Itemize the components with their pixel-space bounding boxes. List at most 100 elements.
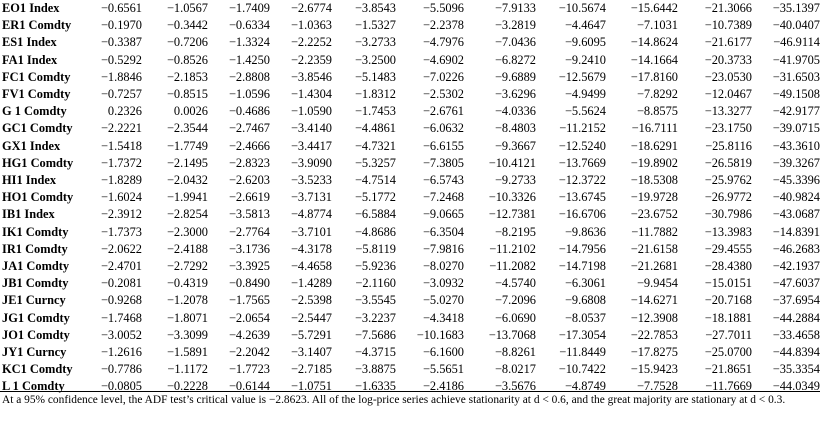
- table-cell: −41.9705: [772, 52, 820, 67]
- table-cell: −19.8902: [630, 155, 678, 170]
- table-cell: −2.8254: [166, 207, 208, 222]
- table-cell: −6.3061: [564, 276, 606, 291]
- table-cell: −22.7853: [630, 327, 678, 342]
- table-cell: −1.8312: [354, 87, 396, 102]
- row-label: L 1 Comdty: [2, 379, 65, 394]
- table-cell: −3.7101: [290, 224, 332, 239]
- table-cell: −7.9816: [422, 241, 464, 256]
- table-cell: −8.4803: [494, 121, 536, 136]
- table-cell: −0.7257: [100, 87, 142, 102]
- table-cell: −29.4555: [704, 241, 752, 256]
- table-cell: −17.3054: [558, 327, 606, 342]
- table-cell: −7.7528: [636, 379, 678, 394]
- table-cell: −47.6037: [772, 276, 820, 291]
- table-row: FC1 Comdty −1.8846 −2.1853 −2.8808 −3.8546 −5…: [0, 69, 820, 86]
- table-row: JG1 Comdty −1.7468 −1.8071 −2.0654 −2.5447 −3…: [0, 310, 820, 327]
- table-cell: −0.7206: [166, 35, 208, 50]
- table-row: GC1 Comdty −2.2221 −2.3544 −2.7467 −3.4140 −4…: [0, 120, 820, 137]
- table-row: ES1 Index −0.3387 −0.7206 −1.3324 −2.2252 −3.…: [0, 34, 820, 51]
- table-cell: −4.3418: [422, 310, 464, 325]
- table-cell: −1.1172: [167, 362, 208, 377]
- table-cell: −2.1160: [355, 276, 396, 291]
- table-cell: −35.1397: [772, 1, 820, 15]
- table-cell: −3.5813: [228, 207, 270, 222]
- table-cell: −2.4188: [166, 241, 208, 256]
- table-cell: −2.6203: [228, 173, 270, 188]
- table-cell: −3.5545: [354, 293, 396, 308]
- table-row: IK1 Comdty −1.7373 −2.3000 −2.7764 −3.7101 −4…: [0, 224, 820, 241]
- table-cell: −1.7372: [100, 155, 142, 170]
- table-cell: −25.8116: [705, 138, 752, 153]
- table-cell: −4.0336: [494, 104, 536, 119]
- table-cell: −4.4658: [290, 259, 332, 274]
- table-row: FV1 Comdty −0.7257 −0.8515 −1.0596 −1.4304 −1…: [0, 86, 820, 103]
- table-cell: −43.0687: [772, 207, 820, 222]
- table-cell: −4.7976: [422, 35, 464, 50]
- table-cell: −3.5233: [290, 173, 332, 188]
- table-cell: −4.3715: [354, 345, 396, 360]
- table-cell: −5.0270: [422, 293, 464, 308]
- table-cell: −2.1495: [166, 155, 208, 170]
- table-cell: −2.2378: [422, 18, 464, 33]
- table-cell: −8.0270: [422, 259, 464, 274]
- table-cell: −1.8071: [166, 310, 208, 325]
- table-cell: −0.2081: [100, 276, 142, 291]
- table-cell: −1.0751: [290, 379, 332, 394]
- table-cell: −2.5447: [290, 310, 332, 325]
- table-cell: −0.9268: [100, 293, 142, 308]
- table-cell: −1.5891: [166, 345, 208, 360]
- table-cell: −0.6334: [228, 18, 270, 33]
- table-cell: −17.8275: [630, 345, 678, 360]
- table-cell: −5.7291: [290, 327, 332, 342]
- table-cell: −9.6808: [564, 293, 606, 308]
- table-cell: −9.3667: [494, 138, 536, 153]
- table-cell: −10.7422: [558, 362, 606, 377]
- table-cell: −8.0537: [564, 310, 606, 325]
- table-cell: −46.9114: [773, 35, 820, 50]
- table-cell: 0.2326: [107, 104, 142, 119]
- table-cell: −0.4686: [228, 104, 270, 119]
- table-cell: −6.1600: [422, 345, 464, 360]
- table-cell: −3.1407: [290, 345, 332, 360]
- table-cell: −2.1853: [166, 69, 208, 84]
- row-label: IK1 Comdty: [2, 224, 69, 239]
- table-cell: −1.8289: [100, 173, 142, 188]
- table-cell: −1.0596: [228, 87, 270, 102]
- table-cell: −4.4647: [564, 18, 606, 33]
- row-label: EO1 Index: [2, 1, 60, 15]
- table-cell: −8.0217: [494, 362, 536, 377]
- table-cell: −20.7168: [704, 293, 752, 308]
- table-cell: −7.5686: [354, 327, 396, 342]
- table-cell: −4.2639: [228, 327, 270, 342]
- table-cell: 0.0026: [173, 104, 208, 119]
- table-cell: −42.9177: [772, 104, 820, 119]
- table-cell: −4.6902: [422, 52, 464, 67]
- table-cell: −2.6761: [422, 104, 464, 119]
- table-row: HI1 Index −1.8289 −2.0432 −2.6203 −3.5233 −4.…: [0, 172, 820, 189]
- table-cell: −2.8323: [228, 155, 270, 170]
- table-cell: −25.9762: [704, 173, 752, 188]
- table-row: JA1 Comdty −2.4701 −2.7292 −3.3925 −4.4658 −5…: [0, 258, 820, 275]
- table-cell: −6.0690: [494, 310, 536, 325]
- table-cell: −2.7292: [166, 259, 208, 274]
- table-cell: −21.8651: [704, 362, 752, 377]
- row-label: IB1 Index: [2, 207, 55, 222]
- table-cell: −39.3267: [772, 155, 820, 170]
- table-cell: −0.6144: [228, 379, 270, 394]
- table-cell: −1.7453: [354, 104, 396, 119]
- table-cell: −11.7669: [705, 379, 752, 394]
- table-cell: −12.5240: [558, 138, 606, 153]
- table-cell: −1.0590: [290, 104, 332, 119]
- table-cell: −4.7514: [354, 173, 396, 188]
- table-cell: −3.7131: [290, 190, 332, 205]
- table-row: L 1 Comdty −0.0805 −0.2228 −0.6144 −1.0751 −1…: [0, 378, 820, 395]
- table-cell: −4.8749: [564, 379, 606, 394]
- table-cell: −39.0715: [772, 121, 820, 136]
- table-cell: −6.5743: [422, 173, 464, 188]
- table-cell: −7.1031: [636, 18, 678, 33]
- table-cell: −7.0226: [422, 69, 464, 84]
- table-cell: −6.5884: [354, 207, 396, 222]
- table-cell: −3.2733: [354, 35, 396, 50]
- table-row: FA1 Index −0.5292 −0.8526 −1.4250 −2.2359 −3.…: [0, 52, 820, 69]
- table-cell: −6.3504: [422, 224, 464, 239]
